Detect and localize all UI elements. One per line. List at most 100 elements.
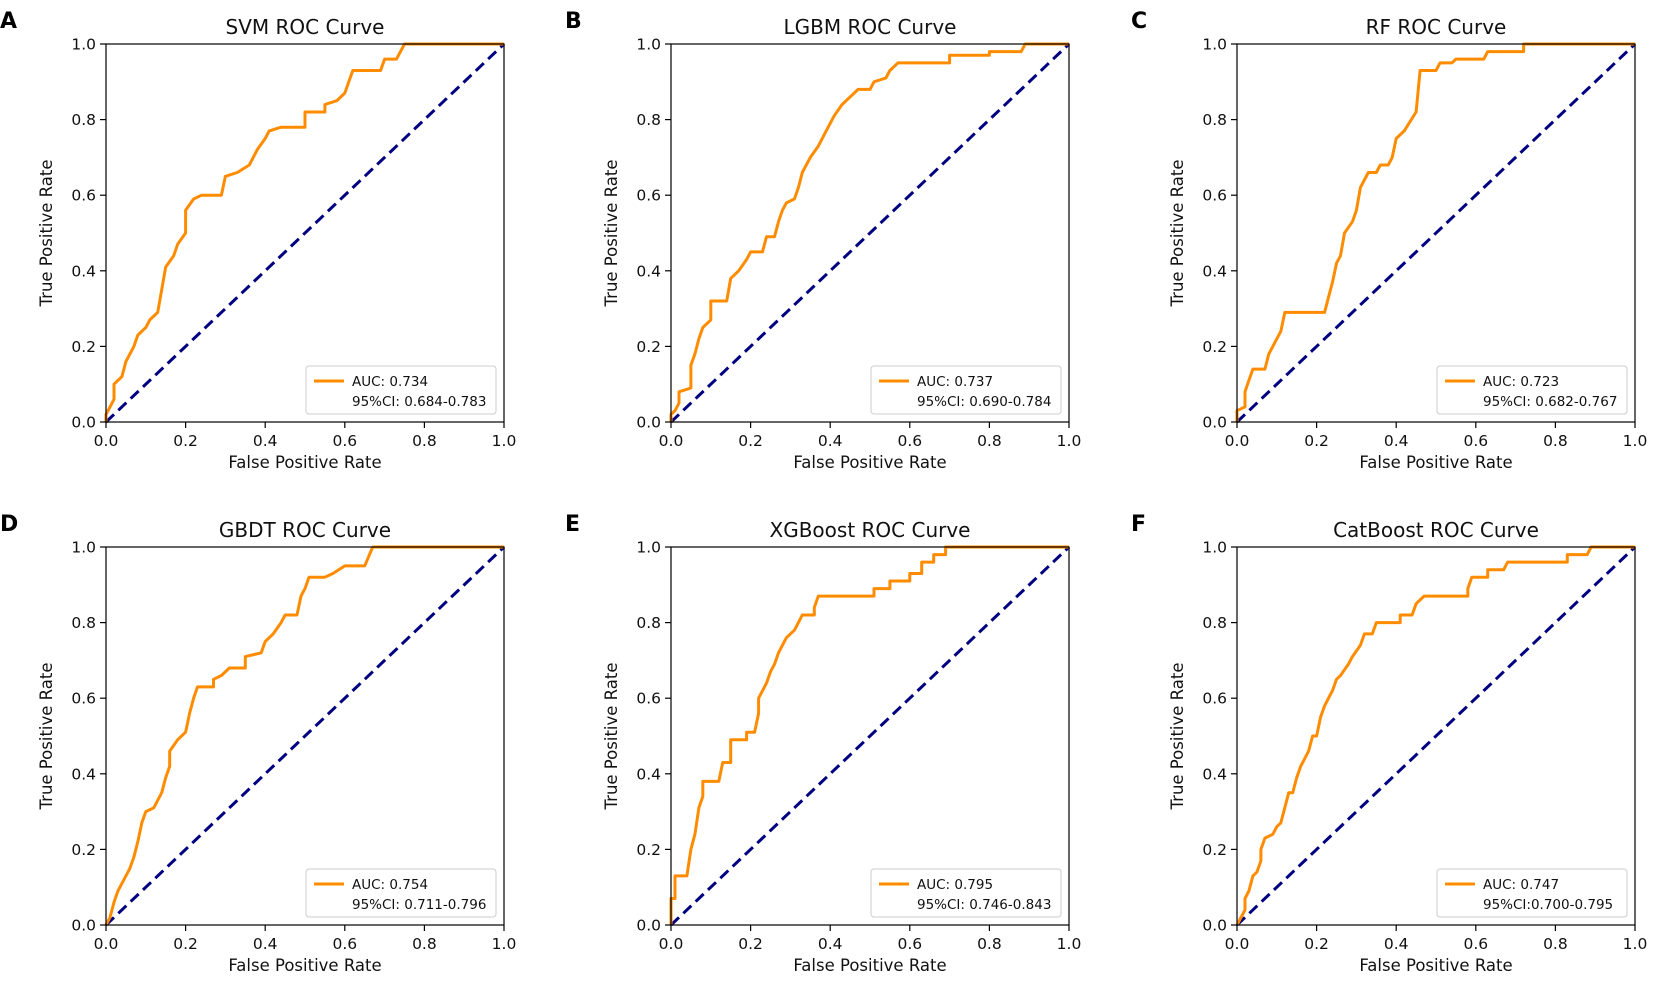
y-tick-label: 0.0 bbox=[71, 917, 96, 935]
y-tick-label: 0.0 bbox=[1202, 917, 1227, 935]
x-tick-label: 0.6 bbox=[332, 935, 357, 953]
legend-auc-label: AUC: 0.754 bbox=[352, 877, 428, 893]
x-tick-label: 0.2 bbox=[173, 432, 198, 450]
x-tick-label: 0.4 bbox=[1384, 935, 1409, 953]
x-axis-label: False Positive Rate bbox=[1359, 956, 1512, 975]
y-axis-label: True Positive Rate bbox=[1168, 663, 1187, 811]
y-tick-label: 0.4 bbox=[1202, 765, 1227, 783]
x-tick-label: 0.4 bbox=[1384, 432, 1409, 450]
y-tick-label: 0.0 bbox=[1202, 414, 1227, 432]
y-axis-label: True Positive Rate bbox=[37, 663, 56, 811]
chart-title: LGBM ROC Curve bbox=[784, 15, 957, 39]
x-tick-label: 1.0 bbox=[492, 935, 517, 953]
roc-curve-line bbox=[669, 545, 1069, 925]
axes-frame bbox=[105, 43, 505, 423]
y-tick-label: 0.2 bbox=[71, 338, 96, 356]
legend-auc-label: AUC: 0.734 bbox=[352, 374, 428, 390]
chance-diagonal-line bbox=[669, 545, 1071, 927]
roc-panel-c: C RF ROC Curve 0.00.0 0.2 0.2 0.4 0.4 0.6 0.6 0.8… bbox=[1131, 9, 1647, 472]
x-tick-label: 0.2 bbox=[173, 935, 198, 953]
legend-box bbox=[305, 365, 497, 415]
roc-curve-line bbox=[104, 545, 504, 926]
y-tick-label: 0.4 bbox=[636, 262, 661, 280]
legend-box bbox=[870, 365, 1062, 415]
y-tick-label: 0.2 bbox=[1202, 338, 1227, 356]
y-tick-label: 0.4 bbox=[1202, 262, 1227, 280]
legend: AUC: 0.734 95%CI: 0.684-0.783 bbox=[305, 365, 497, 415]
legend-ci-label: 95%CI: 0.682-0.767 bbox=[1483, 394, 1617, 410]
legend-box bbox=[305, 868, 497, 918]
x-tick-label: 0.0 bbox=[94, 935, 119, 953]
y-tick-label: 0.2 bbox=[1202, 841, 1227, 859]
legend: AUC: 0.737 95%CI: 0.690-0.784 bbox=[870, 365, 1062, 415]
axes-frame bbox=[1236, 546, 1636, 926]
x-tick-label: 0.8 bbox=[977, 935, 1002, 953]
roc-panel-e: E XGBoost ROC Curve 0.00.0 0.2 0.2 0.4 0.4 0.6 0… bbox=[565, 512, 1081, 975]
chart-title: GBDT ROC Curve bbox=[219, 518, 391, 542]
x-tick-label: 0.4 bbox=[818, 935, 843, 953]
y-tick-label: 0.8 bbox=[636, 111, 661, 129]
chart-title: CatBoost ROC Curve bbox=[1333, 518, 1539, 542]
x-tick-label: 0.6 bbox=[897, 935, 922, 953]
roc-panel-b: B LGBM ROC Curve 0.00.0 0.2 0.2 0.4 0.4 0.6 0.6 0… bbox=[565, 9, 1081, 472]
y-tick-label: 1.0 bbox=[71, 36, 96, 54]
legend-auc-label: AUC: 0.737 bbox=[917, 374, 993, 390]
x-axis-label: False Positive Rate bbox=[793, 956, 946, 975]
axes-frame bbox=[670, 546, 1070, 926]
legend-box bbox=[1436, 365, 1628, 415]
panel-letter: A bbox=[0, 9, 17, 34]
x-tick-label: 0.2 bbox=[738, 935, 763, 953]
legend: AUC: 0.754 95%CI: 0.711-0.796 bbox=[305, 868, 497, 918]
x-tick-label: 0.2 bbox=[1304, 432, 1329, 450]
x-tick-label: 0.4 bbox=[253, 935, 278, 953]
legend-box bbox=[1436, 868, 1628, 918]
x-axis-label: False Positive Rate bbox=[228, 453, 381, 472]
x-tick-label: 0.0 bbox=[1225, 432, 1250, 450]
y-tick-label: 0.8 bbox=[1202, 111, 1227, 129]
y-tick-label: 0.6 bbox=[71, 690, 96, 708]
legend: AUC: 0.723 95%CI: 0.682-0.767 bbox=[1436, 365, 1628, 415]
panel-letter: B bbox=[565, 9, 582, 34]
y-tick-label: 0.8 bbox=[71, 111, 96, 129]
x-tick-label: 0.0 bbox=[1225, 935, 1250, 953]
y-axis-label: True Positive Rate bbox=[1168, 160, 1187, 308]
chance-diagonal-line bbox=[104, 545, 506, 927]
x-tick-label: 0.8 bbox=[1543, 432, 1568, 450]
roc-curve-line bbox=[104, 42, 504, 422]
x-tick-label: 1.0 bbox=[1623, 935, 1648, 953]
panel-letter: D bbox=[0, 512, 18, 537]
legend-auc-label: AUC: 0.747 bbox=[1483, 877, 1559, 893]
panel-letter: F bbox=[1131, 512, 1146, 537]
y-tick-label: 0.8 bbox=[71, 614, 96, 632]
y-tick-label: 0.2 bbox=[636, 338, 661, 356]
y-tick-label: 0.6 bbox=[1202, 187, 1227, 205]
legend-auc-label: AUC: 0.723 bbox=[1483, 374, 1559, 390]
y-tick-label: 0.6 bbox=[1202, 690, 1227, 708]
x-tick-label: 1.0 bbox=[1623, 432, 1648, 450]
y-tick-label: 0.4 bbox=[636, 765, 661, 783]
axes-frame bbox=[105, 546, 505, 926]
x-tick-label: 1.0 bbox=[1057, 432, 1082, 450]
y-tick-label: 0.6 bbox=[636, 187, 661, 205]
y-tick-label: 0.4 bbox=[71, 262, 96, 280]
legend: AUC: 0.795 95%CI: 0.746-0.843 bbox=[870, 868, 1062, 918]
roc-panel-f: F CatBoost ROC Curve 0.00.0 0.2 0.2 0.4 0.4 0.6… bbox=[1131, 512, 1647, 975]
x-tick-label: 0.0 bbox=[659, 935, 684, 953]
x-axis-label: False Positive Rate bbox=[228, 956, 381, 975]
y-tick-label: 0.8 bbox=[1202, 614, 1227, 632]
panel-letter: C bbox=[1131, 9, 1147, 34]
x-tick-label: 0.2 bbox=[738, 432, 763, 450]
y-tick-label: 0.2 bbox=[71, 841, 96, 859]
chance-diagonal-line bbox=[669, 42, 1071, 424]
roc-panel-d: D GBDT ROC Curve 0.00.0 0.2 0.2 0.4 0.4 0.6 0.6 0… bbox=[0, 512, 516, 975]
y-tick-label: 0.6 bbox=[636, 690, 661, 708]
legend-ci-label: 95%CI: 0.711-0.796 bbox=[352, 897, 486, 913]
legend-ci-label: 95%CI: 0.690-0.784 bbox=[917, 394, 1051, 410]
roc-curve-line bbox=[669, 42, 1069, 422]
x-tick-label: 0.0 bbox=[659, 432, 684, 450]
legend-ci-label: 95%CI: 0.684-0.783 bbox=[352, 394, 486, 410]
x-tick-label: 0.4 bbox=[253, 432, 278, 450]
y-tick-label: 0.0 bbox=[71, 414, 96, 432]
